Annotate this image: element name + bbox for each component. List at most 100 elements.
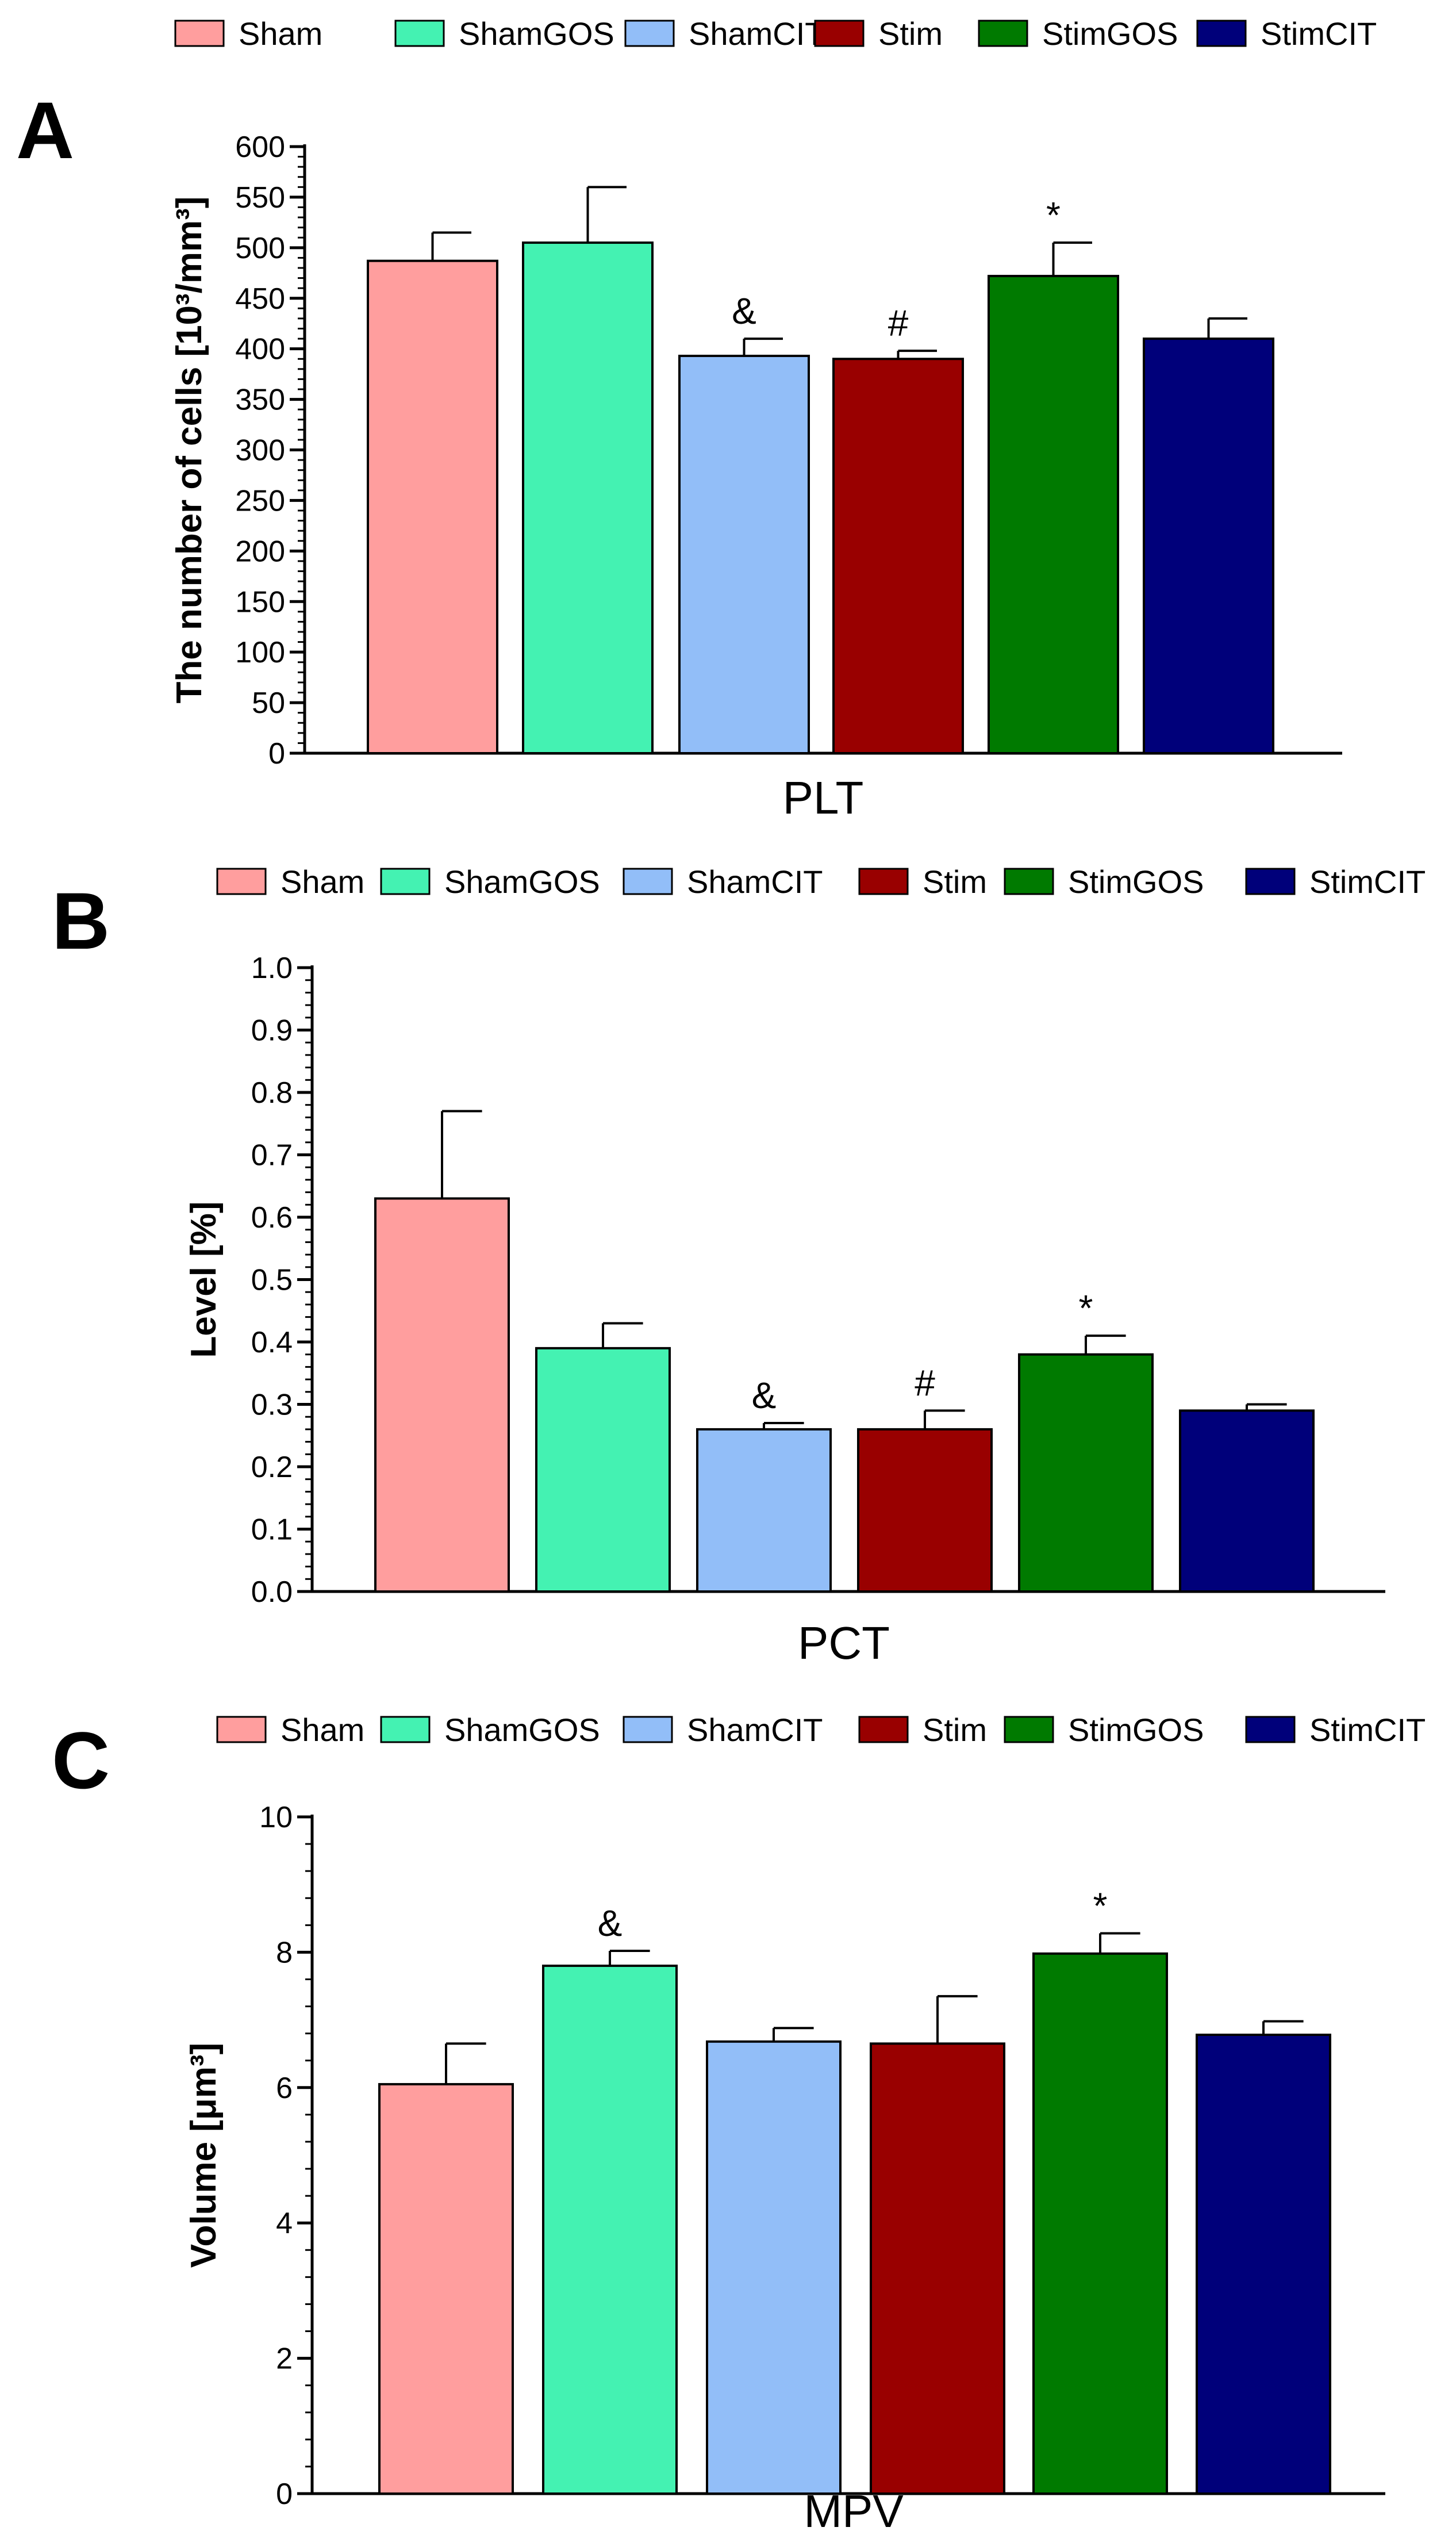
legend-swatch-stimcit (1197, 21, 1246, 46)
y-axis-title: Volume [μm³] (184, 2043, 224, 2268)
legend-swatch-stimgos (1005, 869, 1053, 894)
bar-stimcit (1197, 2035, 1330, 2494)
legend-label-stimcit: StimCIT (1309, 1712, 1426, 1748)
legend-label-stimcit: StimCIT (1309, 864, 1426, 900)
panel-letter: B (52, 876, 110, 966)
panel-a: A Sham ShamGOS ShamCIT Stim StimGOS StimCIT 0 50… (16, 16, 1377, 823)
bar-stim (871, 2043, 1004, 2494)
legend-swatch-sham (217, 869, 266, 894)
legend-swatch-stim (859, 1717, 908, 1742)
x-axis-title: PLT (783, 772, 864, 823)
y-tick-label: 300 (235, 434, 285, 467)
legend-swatch-sham (217, 1717, 266, 1742)
y-tick-label: 0.8 (251, 1076, 293, 1110)
significance-mark-stimgos: * (1079, 1287, 1093, 1329)
y-tick-label: 500 (235, 232, 285, 265)
y-tick-label: 550 (235, 181, 285, 214)
legend-swatch-stimcit (1246, 1717, 1294, 1742)
bar-shamgos (536, 1348, 670, 1592)
bar-stimgos (989, 276, 1118, 753)
y-tick-label: 0.0 (251, 1575, 293, 1609)
panel-letter: A (16, 85, 74, 175)
significance-mark-stim: # (915, 1362, 935, 1403)
legend-swatch-stimgos (1005, 1717, 1053, 1742)
y-tick-label: 1.0 (251, 952, 293, 985)
legend-label-shamgos: ShamGOS (459, 16, 614, 52)
y-tick-label: 250 (235, 484, 285, 517)
legend-swatch-shamcit (624, 1717, 672, 1742)
significance-mark-shamcit: & (752, 1375, 777, 1416)
y-tick-label: 4 (276, 2207, 293, 2240)
y-tick-label: 200 (235, 535, 285, 568)
x-axis-title: MPV (804, 2486, 904, 2531)
legend-label-shamgos: ShamGOS (444, 1712, 600, 1748)
bar-shamgos (543, 1966, 677, 2494)
y-tick-label: 0 (276, 2478, 293, 2511)
legend-swatch-stim (859, 869, 908, 894)
bar-stimgos (1034, 1954, 1167, 2494)
y-tick-label: 600 (235, 131, 285, 164)
legend-label-sham: Sham (281, 864, 364, 900)
y-tick-label: 400 (235, 333, 285, 366)
bar-stimcit (1180, 1410, 1313, 1592)
significance-mark-stim: # (888, 302, 909, 344)
legend-label-sham: Sham (281, 1712, 364, 1748)
legend-swatch-stim (815, 21, 863, 46)
bar-stimgos (1019, 1355, 1152, 1592)
legend-label-stim: Stim (878, 16, 943, 52)
y-tick-label: 0.3 (251, 1389, 293, 1422)
bar-shamcit (697, 1429, 831, 1592)
bar-shamcit (679, 356, 809, 753)
significance-mark-shamcit: & (732, 290, 756, 332)
y-tick-label: 0.2 (251, 1451, 293, 1484)
y-tick-label: 150 (235, 585, 285, 619)
legend-swatch-shamcit (625, 21, 674, 46)
y-tick-label: 0.7 (251, 1139, 293, 1172)
bar-sham (375, 1198, 509, 1592)
panel-c: C Sham ShamGOS ShamCIT Stim StimGOS StimCIT 0 2 4… (52, 1712, 1426, 2531)
legend-label-shamcit: ShamCIT (687, 864, 823, 900)
legend-label-shamgos: ShamGOS (444, 864, 600, 900)
bar-sham (368, 261, 497, 753)
y-tick-label: 6 (276, 2072, 293, 2105)
legend-label-stimcit: StimCIT (1261, 16, 1377, 52)
legend-label-stim: Stim (923, 1712, 987, 1748)
y-tick-label: 0.6 (251, 1201, 293, 1234)
bar-stimcit (1144, 339, 1273, 753)
y-tick-label: 100 (235, 636, 285, 669)
legend-label-stimgos: StimGOS (1068, 1712, 1204, 1748)
bar-sham (379, 2084, 513, 2494)
y-tick-label: 0.5 (251, 1264, 293, 1297)
figure-canvas: A Sham ShamGOS ShamCIT Stim StimGOS StimCIT 0 50… (0, 0, 1456, 2531)
legend-swatch-sham (175, 21, 224, 46)
bar-stim (858, 1429, 992, 1592)
y-tick-label: 0.1 (251, 1513, 293, 1547)
legend-label-sham: Sham (239, 16, 322, 52)
y-tick-label: 2 (276, 2342, 293, 2376)
legend-label-stimgos: StimGOS (1042, 16, 1178, 52)
y-axis-title: The number of cells [10³/mm³] (170, 197, 209, 704)
legend-label-shamcit: ShamCIT (687, 1712, 823, 1748)
y-tick-label: 0.4 (251, 1326, 293, 1359)
y-axis-title: Level [%] (184, 1201, 224, 1357)
y-tick-label: 0 (268, 737, 285, 770)
y-tick-label: 350 (235, 384, 285, 417)
bar-stim (833, 359, 963, 753)
y-tick-label: 450 (235, 282, 285, 316)
x-axis-title: PCT (798, 1617, 890, 1669)
legend-swatch-stimgos (979, 21, 1027, 46)
significance-mark-shamgos: & (598, 1903, 623, 1944)
y-tick-label: 0.9 (251, 1014, 293, 1048)
bar-shamgos (523, 243, 652, 753)
legend-swatch-shamcit (624, 869, 672, 894)
y-tick-label: 10 (259, 1801, 293, 1834)
legend-swatch-shamgos (381, 1717, 429, 1742)
significance-mark-stimgos: * (1046, 194, 1061, 236)
y-tick-label: 50 (252, 687, 285, 720)
panel-b: B Sham ShamGOS ShamCIT Stim StimGOS StimCIT 0.0… (52, 864, 1426, 1669)
bar-shamcit (707, 2042, 840, 2494)
legend-label-stimgos: StimGOS (1068, 864, 1204, 900)
significance-mark-stimgos: * (1093, 1885, 1108, 1926)
legend-swatch-stimcit (1246, 869, 1294, 894)
panel-letter: C (52, 1715, 110, 1805)
